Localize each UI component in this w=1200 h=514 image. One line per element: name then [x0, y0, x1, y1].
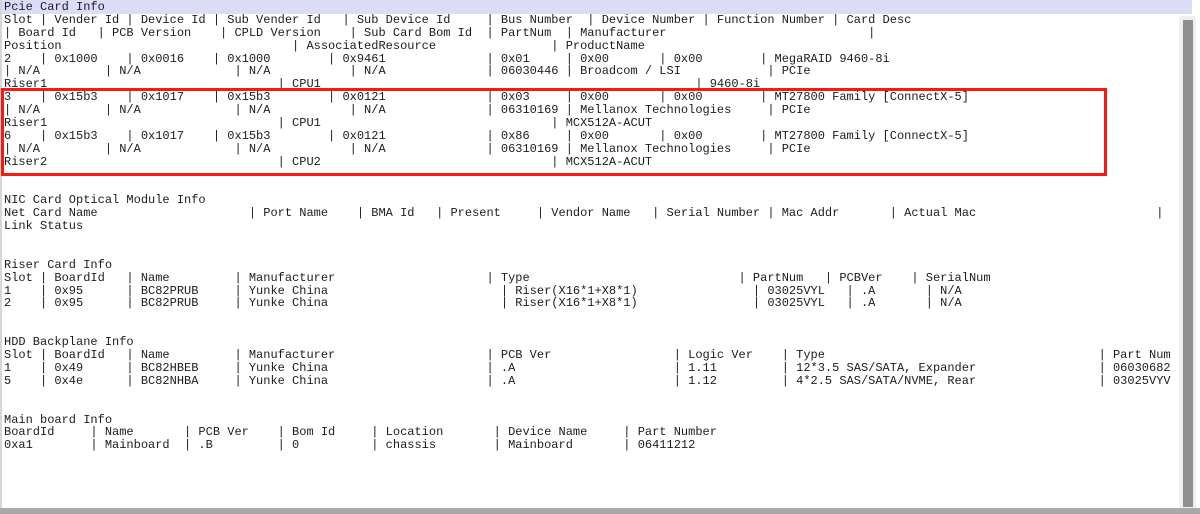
console-line [4, 169, 1192, 182]
console-line: HDD Backplane Info [4, 335, 134, 350]
console-line: Riser1 | CPU1 | 9460-8i [4, 77, 761, 92]
console-line: Riser1 | CPU1 | MCX512A-ACUT [4, 116, 653, 131]
window-left-edge [0, 0, 2, 514]
console-line: Net Card Name | Port Name | BMA Id | Pre… [4, 206, 1164, 221]
console-line: Riser Card Info [4, 257, 113, 272]
console-output[interactable]: Pcie Card Info Slot | Vender Id | Device … [2, 0, 1192, 453]
console-line: Slot | BoardId | Name | Manufacturer | P… [4, 348, 1171, 363]
console-line: 1 | 0x95 | BC82PRUB | Yunke China | Rise… [4, 283, 962, 298]
console-line: 2 | 0x95 | BC82PRUB | Yunke China | Rise… [4, 296, 962, 311]
window-bottom-edge [0, 508, 1200, 514]
console-line: NIC Card Optical Module Info [4, 193, 206, 208]
console-line: Slot | BoardId | Name | Manufacturer | T… [4, 270, 991, 285]
console-line: Slot | Vender Id | Device Id | Sub Vende… [4, 12, 912, 27]
console-line: Link Status [4, 219, 84, 234]
console-line [4, 233, 1192, 246]
console-line [4, 323, 1192, 336]
vertical-scrollbar[interactable] [1179, 16, 1196, 514]
console-line: | N/A | N/A | N/A | N/A | 06310169 | Mel… [4, 141, 811, 156]
console-line: Main board Info [4, 412, 113, 427]
console-line [4, 310, 1192, 323]
console-line: 6 | 0x15b3 | 0x1017 | 0x15b3 | 0x0121 | … [4, 128, 969, 143]
console-line [4, 401, 1192, 414]
console-line: BoardId | Name | PCB Ver | Bom Id | Loca… [4, 425, 717, 440]
console-line: Position | AssociatedResource | ProductN… [4, 38, 645, 53]
console-line: | N/A | N/A | N/A | N/A | 06030446 | Bro… [4, 64, 811, 79]
console-line: 0xa1 | Mainboard | .B | 0 | chassis | Ma… [4, 438, 696, 453]
scrollbar-thumb[interactable] [1183, 20, 1193, 507]
console-line: 1 | 0x49 | BC82HBEB | Yunke China | .A |… [4, 360, 1171, 375]
console-line: Riser2 | CPU2 | MCX512A-ACUT [4, 154, 653, 169]
console-line: | N/A | N/A | N/A | N/A | 06310169 | Mel… [4, 103, 811, 118]
console-line [4, 246, 1192, 259]
console-line: 2 | 0x1000 | 0x0016 | 0x1000 | 0x9461 | … [4, 51, 890, 66]
console-line [4, 388, 1192, 401]
console-line: 5 | 0x4e | BC82NHBA | Yunke China | .A |… [4, 373, 1171, 388]
console-line: 3 | 0x15b3 | 0x1017 | 0x15b3 | 0x0121 | … [4, 90, 969, 105]
console-line: | Board Id | PCB Version | CPLD Version … [4, 25, 876, 40]
console-line-selected: Pcie Card Info [2, 0, 1192, 14]
